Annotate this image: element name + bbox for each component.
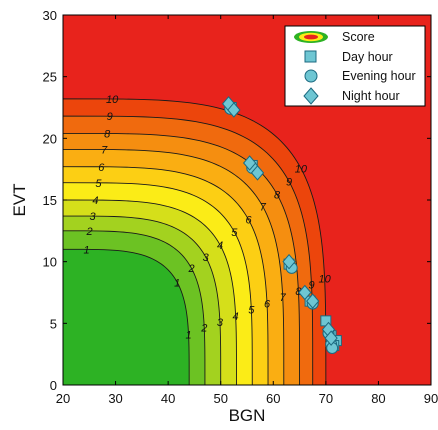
legend-diamond-marker-icon xyxy=(303,87,319,105)
score-contours xyxy=(63,98,327,385)
contour-label-5-top: 5 xyxy=(95,178,102,190)
contour-label-4-mid: 4 xyxy=(217,240,223,252)
contour-label-7-low: 7 xyxy=(280,292,287,304)
contour-label-6-mid: 6 xyxy=(246,215,253,227)
legend-evening-hour-label: Evening hour xyxy=(342,69,416,83)
contour-line-9 xyxy=(63,115,314,385)
night-hour-point-3 xyxy=(250,165,265,181)
score-region-1 xyxy=(63,249,190,385)
y-tick-label: 10 xyxy=(43,255,57,270)
contour-label-2-mid: 2 xyxy=(187,263,194,275)
y-axis-label: EVT xyxy=(10,183,29,216)
contour-label-10-top: 10 xyxy=(106,94,119,106)
night-hour-point-6 xyxy=(306,293,320,309)
contour-label-4-top: 4 xyxy=(92,195,98,207)
night-hour-point-8 xyxy=(324,330,338,346)
contour-line-6 xyxy=(63,166,269,385)
contour-label-10-low: 10 xyxy=(318,273,331,285)
contour-line-7 xyxy=(63,148,285,385)
contour-label-1-top: 1 xyxy=(84,244,90,256)
legend-score-swatch-icon xyxy=(294,31,328,43)
y-tick-label: 25 xyxy=(43,70,57,85)
contour-label-3-low: 3 xyxy=(217,317,224,329)
legend: Score Day hour Evening hour Night hour xyxy=(284,25,426,107)
contour-label-5-low: 5 xyxy=(248,305,255,317)
y-tick-label: 0 xyxy=(50,378,57,393)
contour-label-2-top: 2 xyxy=(85,226,92,238)
x-axis-label: BGN xyxy=(229,406,266,425)
legend-square-marker-icon xyxy=(304,50,317,63)
contour-label-10-mid: 10 xyxy=(295,163,308,175)
x-tick-label: 50 xyxy=(213,391,227,406)
x-tick-label: 40 xyxy=(161,391,175,406)
x-tick-label: 30 xyxy=(108,391,122,406)
contour-label-2-low: 2 xyxy=(200,323,207,335)
x-tick-label: 60 xyxy=(266,391,280,406)
contour-label-6-low: 6 xyxy=(264,299,271,311)
contour-label-3-mid: 3 xyxy=(203,252,210,264)
x-tick-label: 70 xyxy=(319,391,333,406)
x-tick-label: 90 xyxy=(424,391,438,406)
contour-label-4-low: 4 xyxy=(233,311,239,323)
legend-circle-marker-icon xyxy=(304,69,318,83)
night-hour-point-1 xyxy=(227,102,241,118)
contour-label-7-top: 7 xyxy=(101,145,108,157)
contour-line-4 xyxy=(63,199,237,385)
legend-score-label: Score xyxy=(342,30,375,44)
contour-label-9-low: 9 xyxy=(308,280,314,292)
x-tick-label: 20 xyxy=(56,391,70,406)
contour-label-9-top: 9 xyxy=(107,111,113,123)
contour-label-6-top: 6 xyxy=(98,162,105,174)
contour-line-2 xyxy=(63,230,206,385)
contour-label-5-mid: 5 xyxy=(231,227,238,239)
data-points xyxy=(221,96,342,354)
contour-label-8-top: 8 xyxy=(104,129,111,141)
legend-night-hour-label: Night hour xyxy=(342,89,400,103)
y-tick-label: 30 xyxy=(43,8,57,23)
night-hour-point-5 xyxy=(298,284,312,301)
contour-line-5 xyxy=(63,182,253,385)
contour-line-1 xyxy=(63,248,190,385)
contour-line-3 xyxy=(63,215,222,385)
night-hour-point-4 xyxy=(282,253,296,270)
contour-line-10 xyxy=(63,98,327,385)
contour-label-1-mid: 1 xyxy=(174,277,180,289)
contour-label-1-low: 1 xyxy=(186,329,192,341)
night-hour-point-2 xyxy=(242,155,257,171)
contour-label-3-top: 3 xyxy=(89,211,96,223)
x-tick-label: 80 xyxy=(371,391,385,406)
contour-label-8-mid: 8 xyxy=(274,190,281,202)
y-tick-label: 5 xyxy=(50,316,57,331)
contour-label-9-mid: 9 xyxy=(286,176,292,188)
y-tick-label: 15 xyxy=(43,193,57,208)
y-tick-label: 20 xyxy=(43,131,57,146)
legend-day-hour-label: Day hour xyxy=(342,50,393,64)
contour-label-7-mid: 7 xyxy=(260,202,267,214)
contour-line-8 xyxy=(63,132,301,385)
